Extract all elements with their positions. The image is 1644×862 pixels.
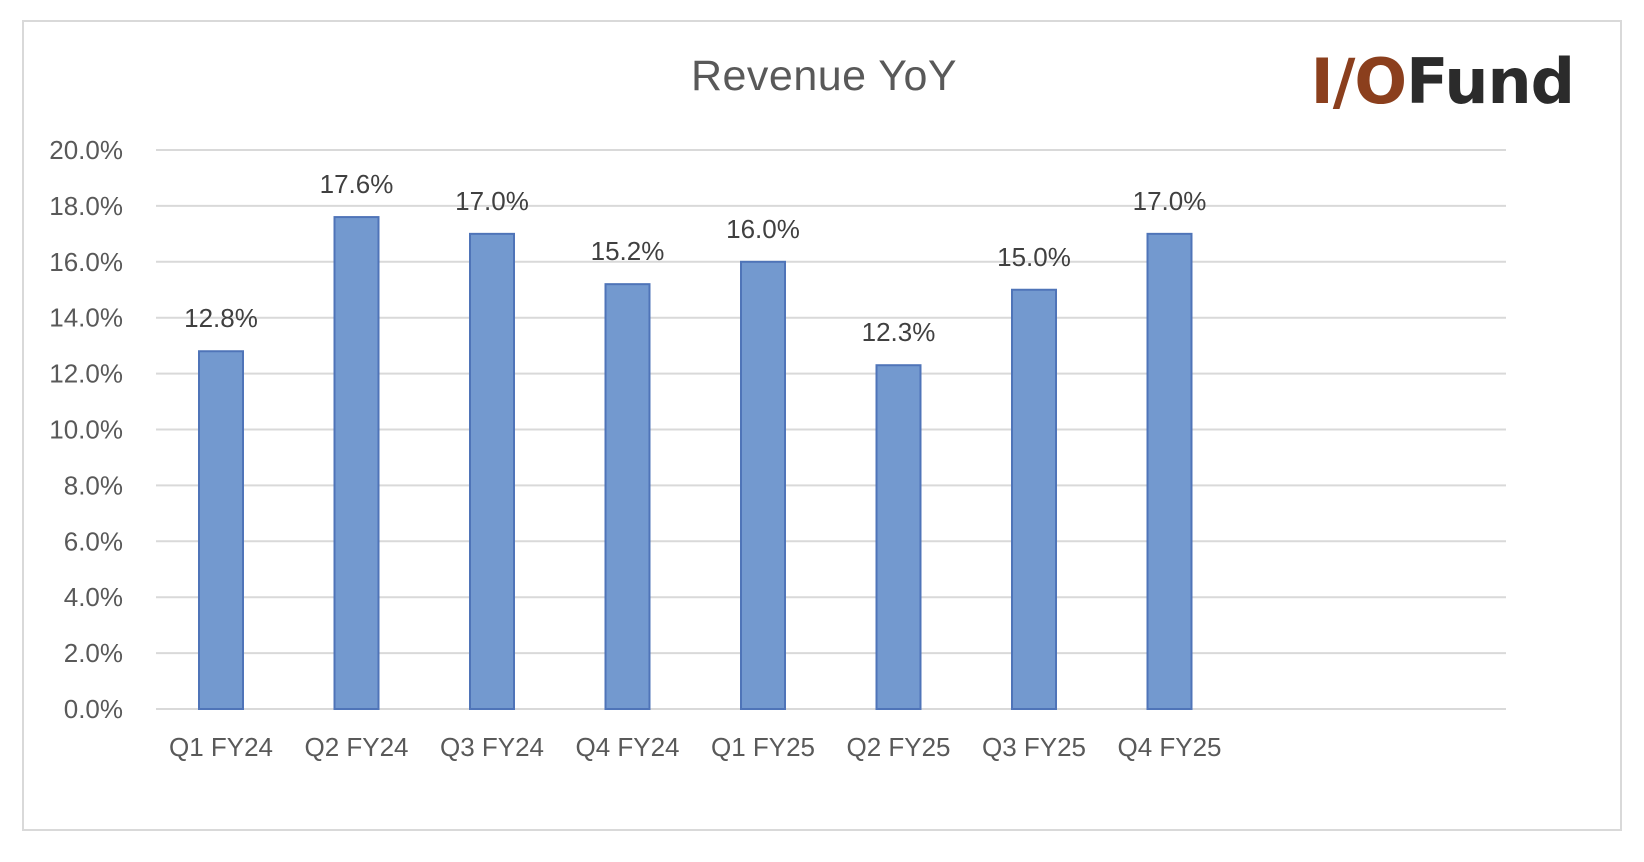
x-tick-label: Q2 FY25 xyxy=(846,732,950,762)
y-tick-label: 0.0% xyxy=(64,694,123,724)
bar-data-label: 12.3% xyxy=(862,317,936,347)
chart-frame xyxy=(22,20,1622,831)
bar xyxy=(198,350,244,710)
bar xyxy=(469,232,515,710)
x-tick-label: Q3 FY24 xyxy=(440,732,544,762)
io-fund-logo: I/O Fund xyxy=(1310,44,1575,118)
bar-data-label: 15.0% xyxy=(997,242,1071,272)
bar-data-label: 17.0% xyxy=(455,186,529,216)
logo-suffix: Fund xyxy=(1406,44,1575,118)
y-tick-label: 8.0% xyxy=(64,470,123,500)
bar xyxy=(740,260,786,710)
y-tick-label: 2.0% xyxy=(64,638,123,668)
y-tick-label: 10.0% xyxy=(49,415,123,445)
bar-data-label: 12.8% xyxy=(184,303,258,333)
chart-title: Revenue YoY xyxy=(690,52,958,100)
y-tick-label: 18.0% xyxy=(49,191,123,221)
x-tick-label: Q4 FY25 xyxy=(1117,732,1221,762)
bar xyxy=(333,216,380,711)
x-tick-label: Q1 FY25 xyxy=(711,732,815,762)
bar xyxy=(1146,232,1193,710)
bar-data-label: 15.2% xyxy=(591,236,665,266)
bar-data-label: 16.0% xyxy=(726,214,800,244)
logo-prefix: I/O xyxy=(1310,44,1407,118)
y-tick-label: 14.0% xyxy=(49,303,123,333)
x-tick-label: Q4 FY24 xyxy=(575,732,679,762)
y-tick-label: 16.0% xyxy=(49,247,123,277)
y-tick-label: 20.0% xyxy=(49,135,123,165)
bar xyxy=(604,283,651,710)
bar-data-label: 17.0% xyxy=(1133,186,1207,216)
x-tick-label: Q1 FY24 xyxy=(169,732,273,762)
bar xyxy=(875,364,922,710)
y-tick-label: 12.0% xyxy=(49,359,123,389)
bar-data-label: 17.6% xyxy=(320,169,394,199)
y-tick-label: 6.0% xyxy=(64,526,123,556)
x-tick-label: Q2 FY24 xyxy=(304,732,408,762)
bar xyxy=(1011,288,1057,710)
y-tick-label: 4.0% xyxy=(64,582,123,612)
x-tick-label: Q3 FY25 xyxy=(982,732,1086,762)
